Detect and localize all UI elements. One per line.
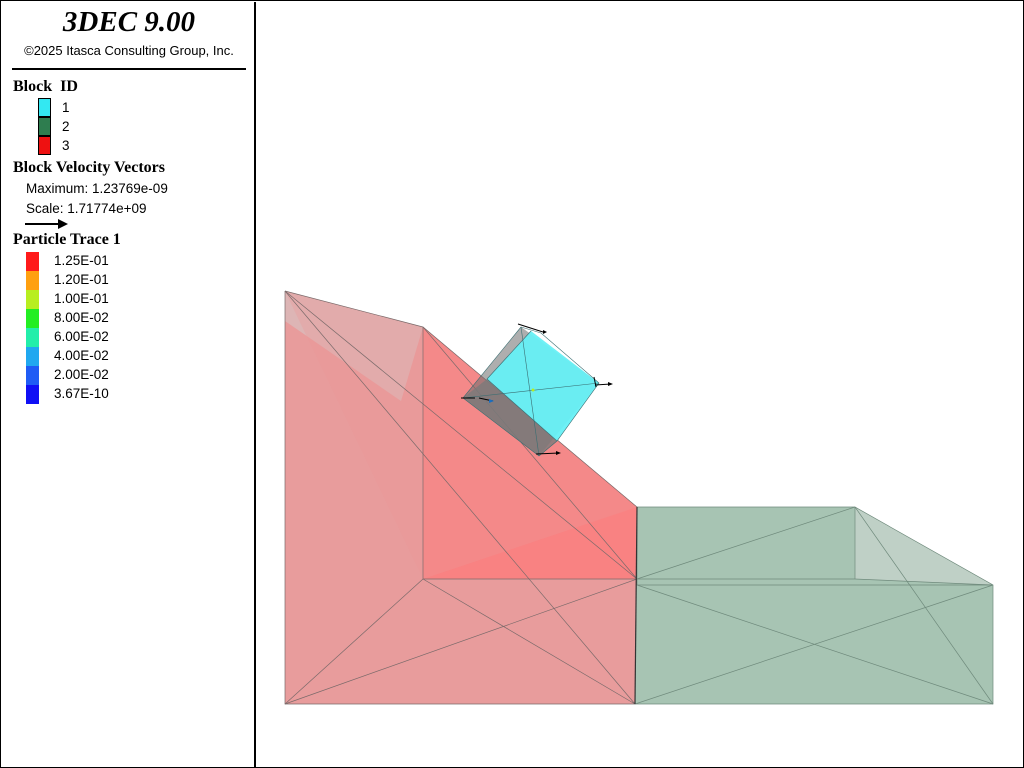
- copyright-text: ©2025 Itasca Consulting Group, Inc.: [24, 43, 234, 58]
- title-divider: [12, 68, 246, 70]
- trace-swatch: [26, 290, 39, 309]
- slope-block-top-face: [285, 291, 423, 401]
- trace-swatch: [26, 252, 39, 271]
- trace-label: 4.00E-02: [54, 348, 109, 363]
- trace-swatch: [26, 328, 39, 347]
- trace-swatch: [26, 347, 39, 366]
- trace-label: 3.67E-10: [54, 386, 109, 401]
- velocity-scale-text: Scale: 1.71774e+09: [26, 201, 147, 216]
- block-id-swatch-2: [38, 117, 51, 136]
- trace-swatch: [26, 271, 39, 290]
- right-arrow-icon: [25, 219, 68, 229]
- cube-side-face: [463, 379, 557, 456]
- velocity-arrows: [461, 323, 612, 455]
- trace-label: 1.20E-01: [54, 272, 109, 287]
- block-id-heading: Block ID: [13, 78, 78, 95]
- slope-block-edges: [284, 290, 638, 705]
- trace-swatch: [26, 366, 39, 385]
- trace-swatch: [26, 385, 39, 404]
- cube-front-face: [487, 331, 599, 441]
- block-id-label-3: 3: [62, 138, 70, 153]
- particle-trace-point: [531, 388, 535, 392]
- trace-label: 2.00E-02: [54, 367, 109, 382]
- velocity-maximum-text: Maximum: 1.23769e-09: [26, 181, 168, 196]
- base-block-edges: [634, 506, 994, 705]
- block-id-label-2: 2: [62, 119, 70, 134]
- trace-label: 8.00E-02: [54, 310, 109, 325]
- base-block-body: [635, 507, 993, 704]
- model-viewport[interactable]: [258, 2, 1023, 767]
- trace-swatch: [26, 309, 39, 328]
- app-title: 3DEC 9.00: [62, 6, 196, 38]
- legend-panel: 3DEC 9.00 ©2025 Itasca Consulting Group,…: [2, 2, 256, 767]
- block-id-label-1: 1: [62, 100, 70, 115]
- velocity-vectors-heading: Block Velocity Vectors: [13, 159, 165, 176]
- block-id-swatch-1: [38, 98, 51, 117]
- block-interface-line: [634, 506, 638, 705]
- trace-label: 1.25E-01: [54, 253, 109, 268]
- block-id-swatch-3: [38, 136, 51, 155]
- trace-label: 6.00E-02: [54, 329, 109, 344]
- particle-trace-heading: Particle Trace 1: [13, 231, 121, 248]
- velocity-arrowheads: [489, 330, 613, 455]
- trace-label: 1.00E-01: [54, 291, 109, 306]
